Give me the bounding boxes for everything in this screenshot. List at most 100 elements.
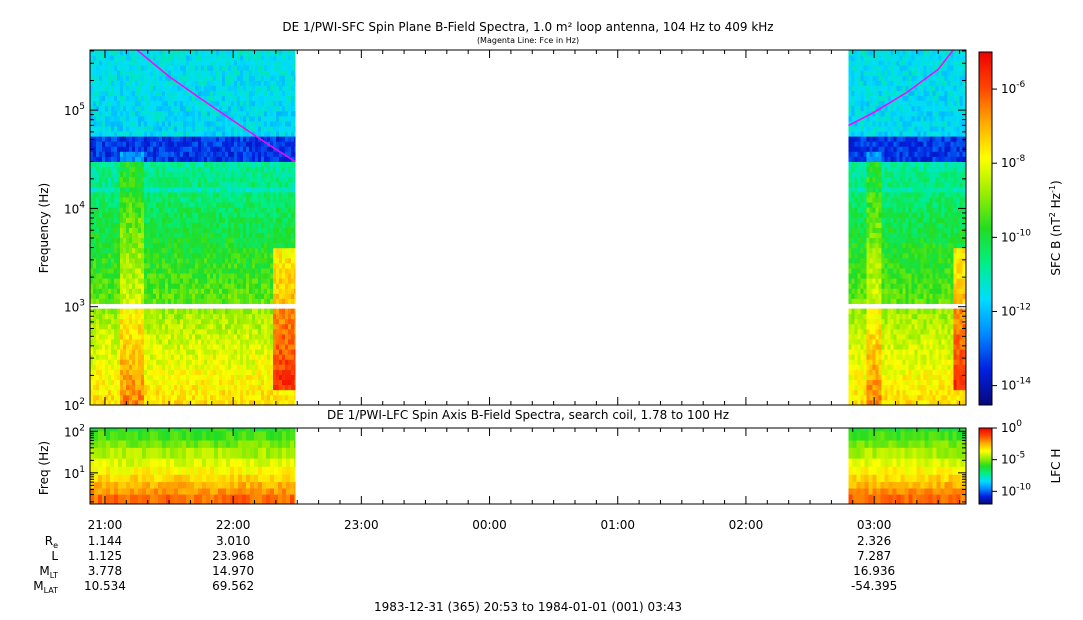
sfc-cell [96,399,100,406]
sfc-cell [234,212,238,218]
sfc-cell [102,70,106,76]
sfc-cell [195,90,199,97]
sfc-cell [99,146,103,152]
sfc-cell [267,349,271,355]
sfc-cell [141,121,145,127]
sfc-cell [180,156,184,162]
sfc-cell [105,60,109,66]
sfc-cell [90,263,94,269]
sfc-cell [288,318,292,325]
sfc-cell [111,344,115,350]
sfc-cell [270,354,274,360]
sfc-cell [222,95,226,102]
sfc-cell [138,161,142,168]
sfc-cell [126,374,130,381]
sfc-cell [117,273,121,279]
sfc-cell [159,186,163,193]
sfc-cell [123,354,127,360]
sfc-cell [159,349,163,355]
sfc-cell [854,323,858,330]
sfc-cell [120,146,124,152]
sfc-cell [102,181,106,188]
sfc-cell [156,399,160,406]
sfc-cell [96,80,100,86]
sfc-cell [168,288,172,294]
sfc-cell [207,344,211,350]
sfc-cell [108,298,112,304]
sfc-cell [204,369,208,375]
sfc-cell [165,308,169,315]
sfc-cell [141,156,145,162]
sfc-cell [177,141,181,147]
sfc-cell [258,176,262,183]
sfc-cell [249,202,253,208]
sfc-cell [129,80,133,86]
sfc-cell [261,181,265,188]
sfc-cell [246,50,250,56]
sfc-cell [261,394,265,401]
sfc-cell [234,121,238,127]
sfc-cell [159,308,163,315]
sfc-cell [234,95,238,102]
sfc-cell [255,334,259,340]
sfc-cell [186,105,190,112]
sfc-cell [294,181,296,188]
sfc-cell [180,257,184,264]
sfc-cell [183,384,187,391]
sfc-cell [240,141,244,147]
sfc-cell [105,247,109,254]
sfc-cell [123,328,127,335]
sfc-cell [108,222,112,228]
sfc-cell [159,90,163,97]
sfc-cell [180,212,184,218]
sfc-cell [162,212,166,218]
sfc-cell [162,151,166,157]
sfc-cell [159,263,163,269]
sfc-cell [141,288,145,294]
sfc-cell [165,100,169,107]
sfc-cell [201,374,205,381]
sfc-cell [851,202,855,208]
sfc-cell [213,50,217,56]
sfc-cell [159,181,163,188]
sfc-cell [90,136,94,142]
sfc-cell [135,65,139,71]
sfc-cell [288,151,292,157]
sfc-cell [258,50,262,56]
sfc-cell [186,131,190,137]
sfc-cell [261,328,265,335]
sfc-cell [213,171,217,178]
sfc-cell [180,237,184,244]
sfc-cell [252,151,256,157]
sfc-cell [114,242,118,249]
sfc-cell [231,364,235,370]
sfc-cell [177,328,181,335]
sfc-cell [249,55,253,61]
sfc-cell [857,359,861,365]
sfc-cell [204,354,208,360]
sfc-cell [225,176,229,183]
sfc-cell [135,313,139,320]
sfc-cell [180,399,184,406]
sfc-cell [204,313,208,320]
sfc-cell [159,151,163,157]
sfc-cell [252,298,256,304]
sfc-cell [267,156,271,162]
sfc-cell [854,242,858,249]
sfc-cell [144,288,148,294]
sfc-cell [204,207,208,213]
sfc-cell [93,146,97,152]
sfc-cell [201,273,205,279]
sfc-cell [177,263,181,269]
sfc-cell [174,323,178,330]
sfc-cell [198,389,202,396]
sfc-cell [213,298,217,304]
sfc-cell [240,354,244,360]
sfc-cell [288,344,292,350]
sfc-cell [851,247,855,254]
sfc-cell [252,399,256,406]
sfc-cell [126,354,130,360]
sfc-cell [261,136,265,142]
sfc-cell [135,278,139,284]
sfc-cell [276,217,280,223]
